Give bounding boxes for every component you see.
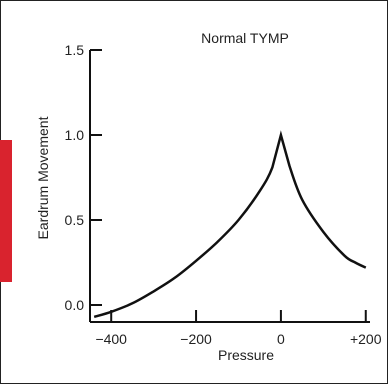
y-tick-label: 1.0	[65, 127, 85, 143]
side-accent-tab	[0, 140, 12, 282]
x-tick-label: +200	[350, 331, 382, 347]
chart-title: Normal TYMP	[201, 30, 289, 46]
y-tick-label: 0.5	[65, 212, 85, 228]
y-tick-label: 0.0	[65, 297, 85, 313]
x-tick-label: −400	[95, 331, 127, 347]
y-tick-label: 1.5	[65, 42, 85, 58]
tympanogram-curve	[93, 130, 367, 319]
x-tick-label: −200	[180, 331, 212, 347]
y-axis-title: Eardrum Movement	[35, 116, 51, 239]
x-tick-label: 0	[277, 331, 285, 347]
x-axis-title: Pressure	[218, 347, 274, 363]
